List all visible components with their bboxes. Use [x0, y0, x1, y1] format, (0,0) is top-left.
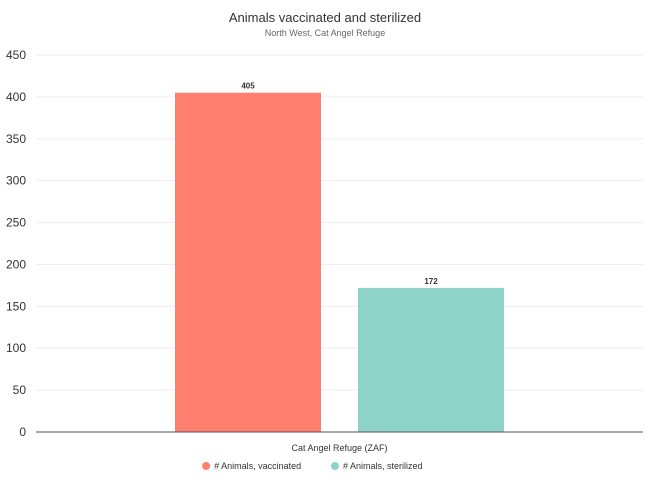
bar-sterilized[interactable] [358, 287, 504, 432]
y-tick-label: 300 [6, 174, 26, 188]
bar-vaccinated[interactable] [175, 92, 321, 432]
legend-item-vaccinated[interactable]: # Animals, vaccinated [202, 461, 301, 471]
y-tick-label: 250 [6, 216, 26, 230]
data-label: 172 [424, 277, 438, 286]
legend-label: # Animals, vaccinated [214, 461, 301, 471]
legend-label: # Animals, sterilized [343, 461, 423, 471]
chart-title: Animals vaccinated and sterilized [229, 10, 421, 25]
legend-marker [202, 462, 211, 470]
y-tick-label: 350 [6, 132, 26, 146]
bars [175, 92, 504, 432]
y-tick-label: 150 [6, 299, 26, 313]
x-category-label: Cat Angel Refuge (ZAF) [291, 443, 387, 453]
y-tick-label: 50 [13, 383, 27, 397]
y-tick-label: 450 [6, 48, 26, 62]
y-tick-label: 0 [19, 425, 26, 439]
y-tick-label: 100 [6, 341, 26, 355]
legend: # Animals, vaccinated # Animals, steriliz… [202, 461, 423, 471]
legend-marker [331, 462, 339, 470]
x-axis-categories: Cat Angel Refuge (ZAF) [291, 443, 387, 453]
chart-subtitle: North West, Cat Angel Refuge [265, 28, 385, 38]
y-axis-ticks: 0 50 100 150 200 250 300 350 400 450 [6, 48, 26, 439]
data-labels: 405 172 [241, 82, 438, 286]
gridlines [36, 54, 643, 391]
y-tick-label: 200 [6, 257, 26, 271]
legend-item-sterilized[interactable]: # Animals, sterilized [331, 461, 423, 471]
y-tick-label: 400 [6, 90, 26, 104]
data-label: 405 [241, 82, 255, 91]
